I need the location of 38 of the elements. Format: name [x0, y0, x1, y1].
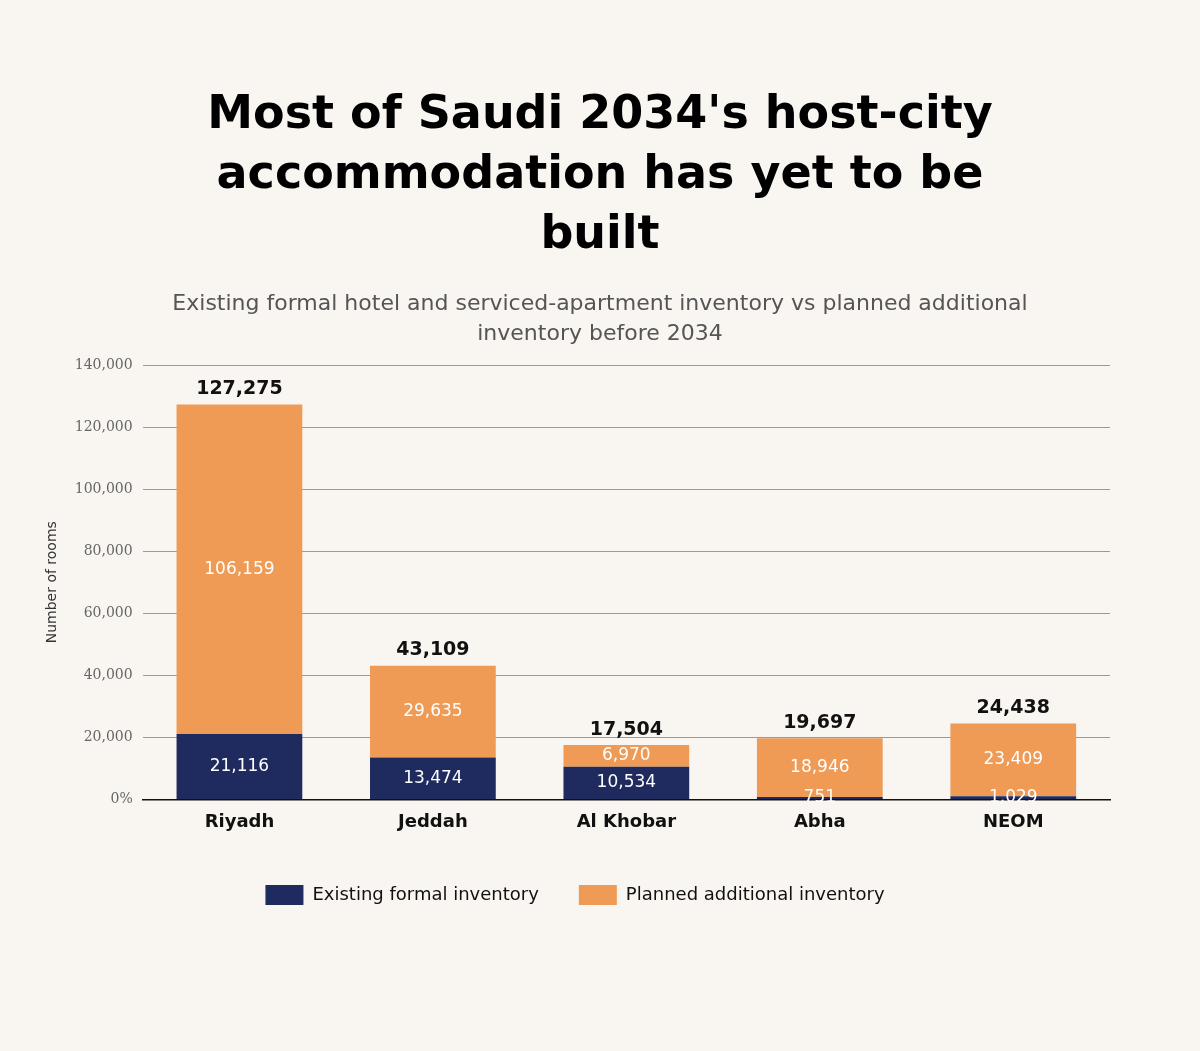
- bar: [176, 733, 303, 799]
- total-label: 43,109: [396, 637, 470, 660]
- data-label: 1,029: [988, 785, 1038, 806]
- bar: [563, 766, 690, 799]
- y-axis-title: Number of rooms: [43, 521, 60, 644]
- y-tick-label: 140,000: [74, 355, 133, 372]
- y-tick-label: 60,000: [83, 603, 133, 620]
- legend-label: Existing formal inventory: [312, 882, 540, 904]
- y-tick-label: 40,000: [83, 665, 133, 682]
- x-tick-label: Jeddah: [396, 809, 468, 831]
- data-label: 23,409: [983, 748, 1044, 769]
- y-tick-label: 0%: [110, 790, 133, 807]
- bar: [370, 665, 496, 758]
- y-tick-label: 80,000: [83, 541, 133, 558]
- bar: [370, 757, 496, 799]
- total-label: 127,275: [196, 375, 283, 398]
- bar: [176, 404, 303, 734]
- chart-subtitle: Existing formal hotel and serviced-apartment inventory vs planned additional inventory before 2034: [171, 289, 1029, 347]
- total-label: 19,697: [783, 709, 857, 732]
- total-label: 24,438: [976, 695, 1050, 718]
- data-label: 21,116: [209, 754, 270, 775]
- data-label: 29,635: [403, 700, 463, 721]
- data-label: 13,474: [403, 766, 463, 787]
- total-label: 17,504: [589, 716, 664, 739]
- data-label: 10,534: [596, 771, 657, 792]
- y-tick-label: 20,000: [83, 727, 133, 744]
- x-tick-label: Al Khobar: [576, 809, 677, 831]
- y-tick-label: 100,000: [74, 479, 133, 496]
- chart-title: Most of Saudi 2034's host-city accommodation has yet to be built: [206, 84, 994, 261]
- x-tick-label: Abha: [793, 809, 846, 831]
- legend-label: Planned additional inventory: [625, 882, 885, 904]
- data-label: 106,159: [204, 557, 275, 578]
- x-tick-label: Riyadh: [204, 809, 275, 831]
- data-label: 18,946: [790, 756, 850, 777]
- x-tick-label: NEOM: [982, 809, 1044, 831]
- bar: [563, 745, 690, 767]
- data-label: 6,970: [602, 744, 651, 765]
- y-tick-label: 120,000: [74, 417, 133, 434]
